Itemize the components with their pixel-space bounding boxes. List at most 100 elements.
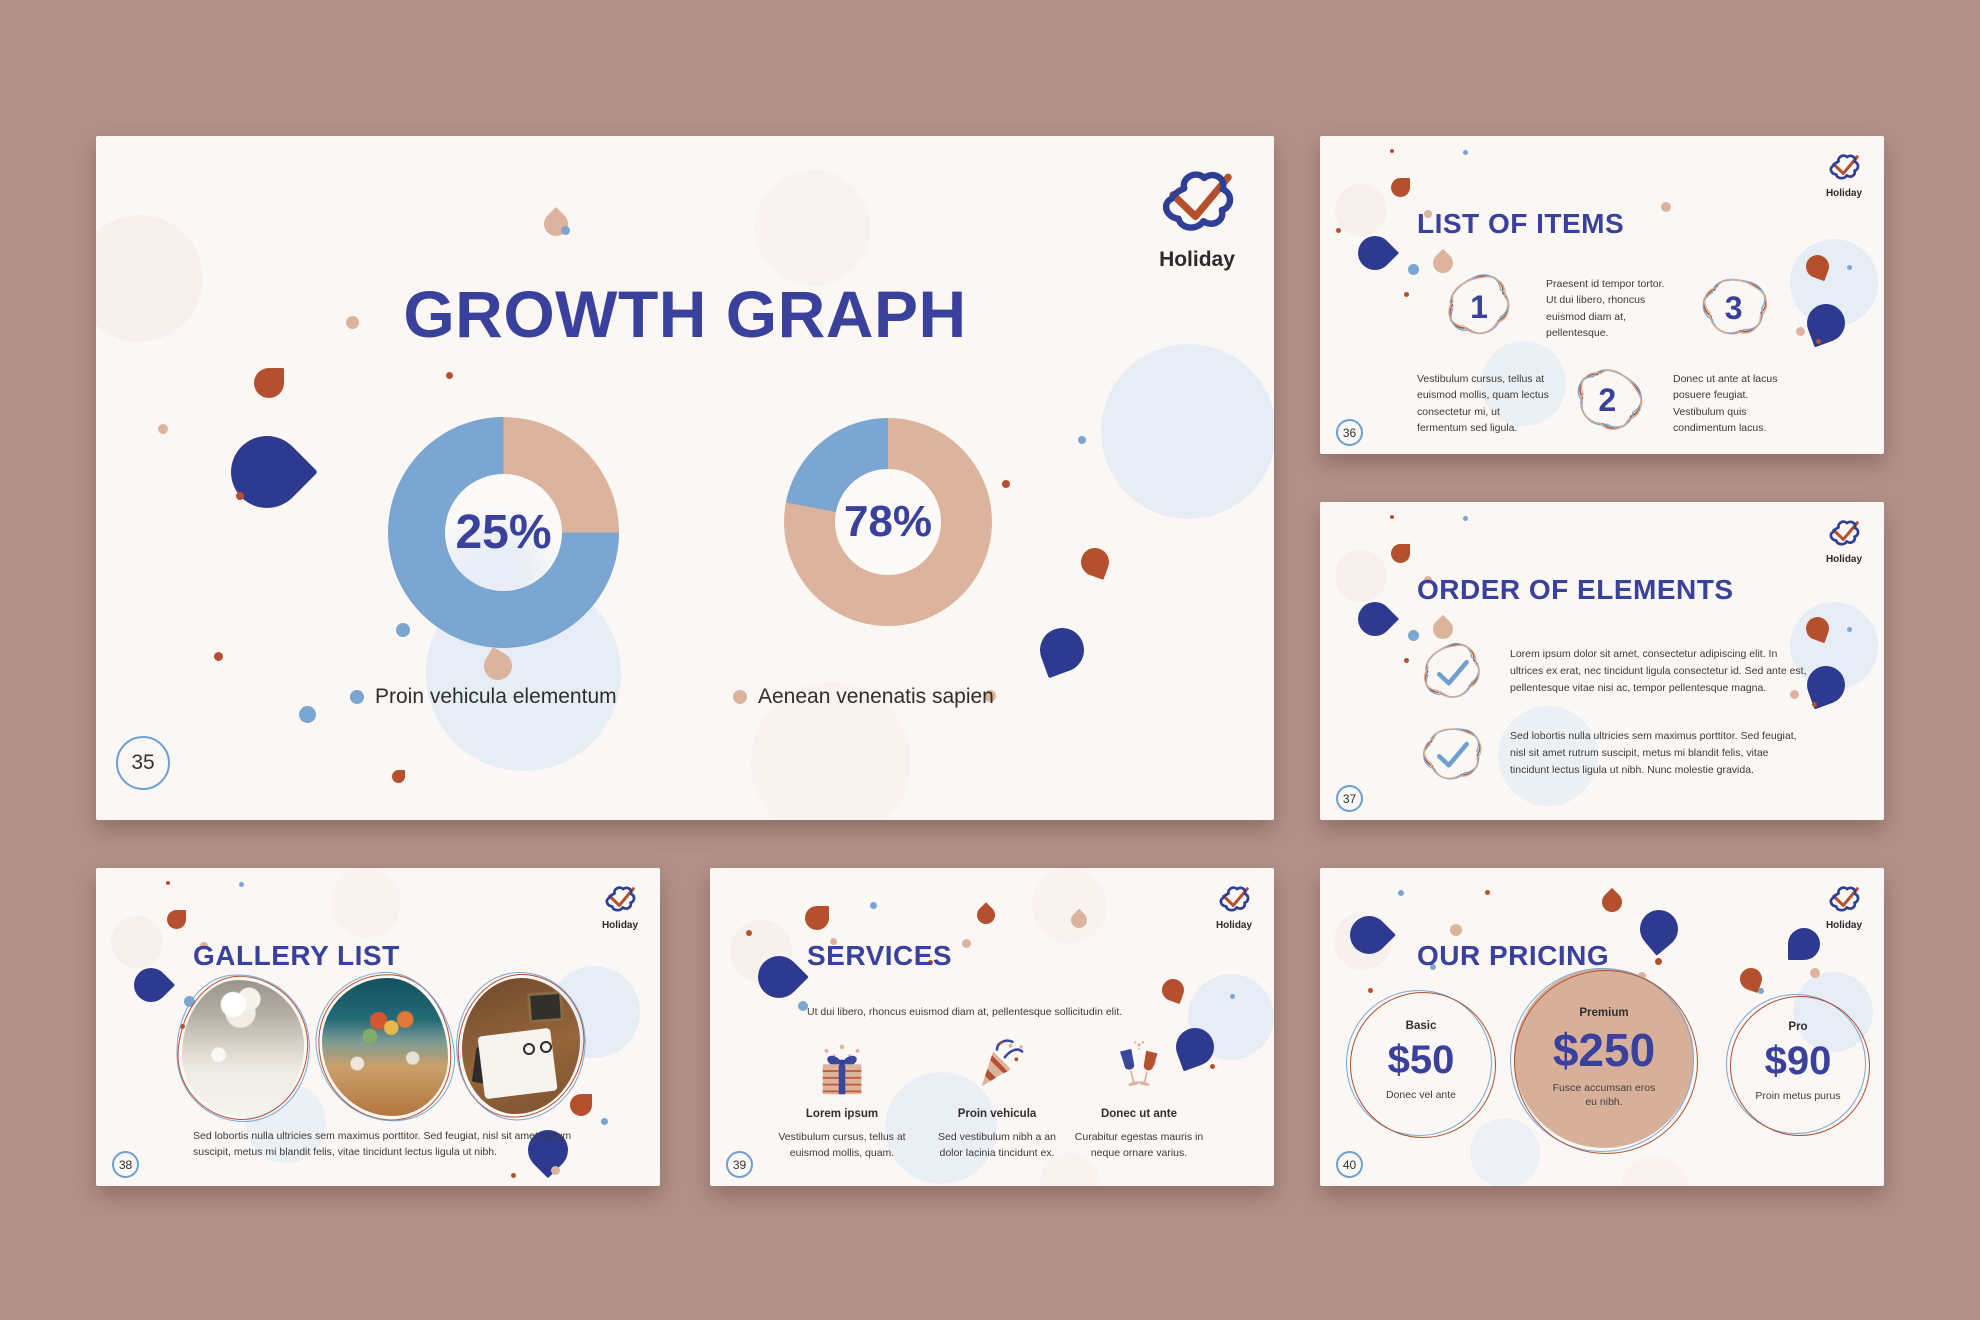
decor-dot [1463,150,1468,155]
decor-dot [1398,890,1404,896]
pricing-plan-basic: Basic $50 Donec vel ante [1350,990,1492,1132]
decor-dot [1404,292,1409,297]
decor-dot [1810,968,1820,978]
decor-dot [1790,690,1799,699]
decor-drop [1033,621,1091,679]
holiday-logo-icon [1829,154,1860,180]
holiday-logo-label: Holiday [601,920,639,931]
decor-circle [331,868,401,938]
page-number-badge: 38 [112,1151,139,1178]
holiday-logo-label: Holiday [1825,188,1863,199]
services-subtitle: Ut dui libero, rhoncus euismod diam at, … [807,1006,1123,1018]
decor-circle [1032,868,1107,943]
decor-dot [1210,1064,1215,1069]
holiday-logo: Holiday [1804,518,1884,565]
service-heading: Donec ut ante [1100,1108,1178,1120]
item-number: 3 [1725,289,1743,326]
decor-dot [1847,627,1852,632]
page-number-badge: 35 [116,736,170,790]
decor-circle [96,215,203,342]
decor-dot [1408,630,1419,641]
page-title: OUR PRICING [1417,940,1610,971]
numbered-blob-3: 3 [1685,259,1784,358]
legend-dot-blue [350,690,364,704]
decor-dot [798,1001,808,1011]
holiday-logo-icon [1829,520,1860,546]
decor-dot [1450,924,1462,936]
decor-drop [1391,544,1410,563]
service-text: Sed vestibulum nibh a an dolor lacinia t… [938,1131,1056,1159]
legend-item-2: Aenean venenatis sapien [733,685,994,709]
slide-gallery-list: Holiday GALLERY LIST Sed lobortis nulla … [96,868,660,1186]
page-title: SERVICES [807,940,953,971]
donut-chart-2-value: 78% [843,497,933,546]
decor-dot [236,492,244,500]
decor-dot [1485,890,1490,895]
decor-circle [751,682,911,820]
decor-drop [1632,902,1686,956]
decor-dot [1661,202,1671,212]
donut-chart-1-value: 25% [455,506,552,559]
decor-drop [1350,228,1400,278]
decor-dot [158,424,168,434]
slide-services: Holiday SERVICES Ut dui libero, rhoncus … [710,868,1274,1186]
decor-dot [166,881,170,885]
order-item-text: Lorem ipsum dolor sit amet, consectetur … [1510,648,1807,694]
holiday-logo-icon [1219,886,1250,912]
decor-drop [1391,178,1410,197]
holiday-logo: Holiday [1117,166,1274,272]
decor-dot [1758,988,1764,994]
holiday-logo-label: Holiday [1825,920,1863,931]
holiday-logo: Holiday [1194,884,1274,931]
page-title: GROWTH GRAPH [403,277,967,351]
decor-circle [1335,550,1387,602]
decor-dot [396,623,410,637]
decor-drop [1350,594,1400,644]
check-blob-2 [1408,710,1496,799]
gallery-photo-party-table [309,966,461,1128]
decor-drop [254,368,284,398]
service-heading: Proin vehicula [957,1108,1037,1120]
decor-drop [167,910,186,929]
donut-chart-1: 25% [388,417,619,648]
order-item-text: Sed lobortis nulla ultricies sem maximus… [1510,730,1797,776]
decor-dot [1424,210,1432,218]
plan-price: $90 [1764,1038,1832,1083]
gallery-photo-wedding-table [169,968,317,1128]
decor-dot [1816,339,1821,344]
decor-circle [1481,341,1566,426]
party-table-photo [322,978,448,1116]
decor-dot [551,1166,560,1175]
decor-dot [1002,480,1010,488]
holiday-logo-icon [1829,886,1860,912]
checkmark-blob-icon [1415,715,1492,792]
legend-label: Aenean venenatis sapien [758,685,994,708]
gift-icon [813,1044,871,1102]
legend-dot-tan [733,690,747,704]
decor-circle [1498,706,1598,806]
decor-drop [1788,928,1820,960]
legend-item-1: Proin vehicula elementum [350,685,617,709]
decor-dot [1847,265,1852,270]
page-title: ORDER OF ELEMENTS [1417,574,1734,605]
decor-dot [1424,576,1432,584]
plan-tier: Basic [1405,1019,1437,1032]
decor-circle [1470,1118,1540,1186]
item-number: 1 [1470,288,1488,325]
plan-note: Fusce accumsan eros eu nibh. [1552,1081,1656,1109]
decor-dot [984,690,996,702]
decor-dot [346,316,359,329]
checkmark-blob-icon [1420,639,1484,702]
service-heading: Lorem ipsum [805,1108,879,1120]
decor-circle [755,170,871,286]
decor-dot [870,902,877,909]
decor-drop [570,1094,592,1116]
slide-growth-graph: Holiday GROWTH GRAPH 25% 78% Proin vehic… [96,136,1274,820]
decor-dot [830,938,837,945]
photo-glasses-detail [523,1043,536,1056]
slide-list-of-items: Holiday LIST OF ITEMS 1 Praesent id temp… [1320,136,1884,454]
plan-price: $250 [1552,1023,1656,1076]
decor-dot [1336,228,1341,233]
decor-drop [1597,887,1627,917]
